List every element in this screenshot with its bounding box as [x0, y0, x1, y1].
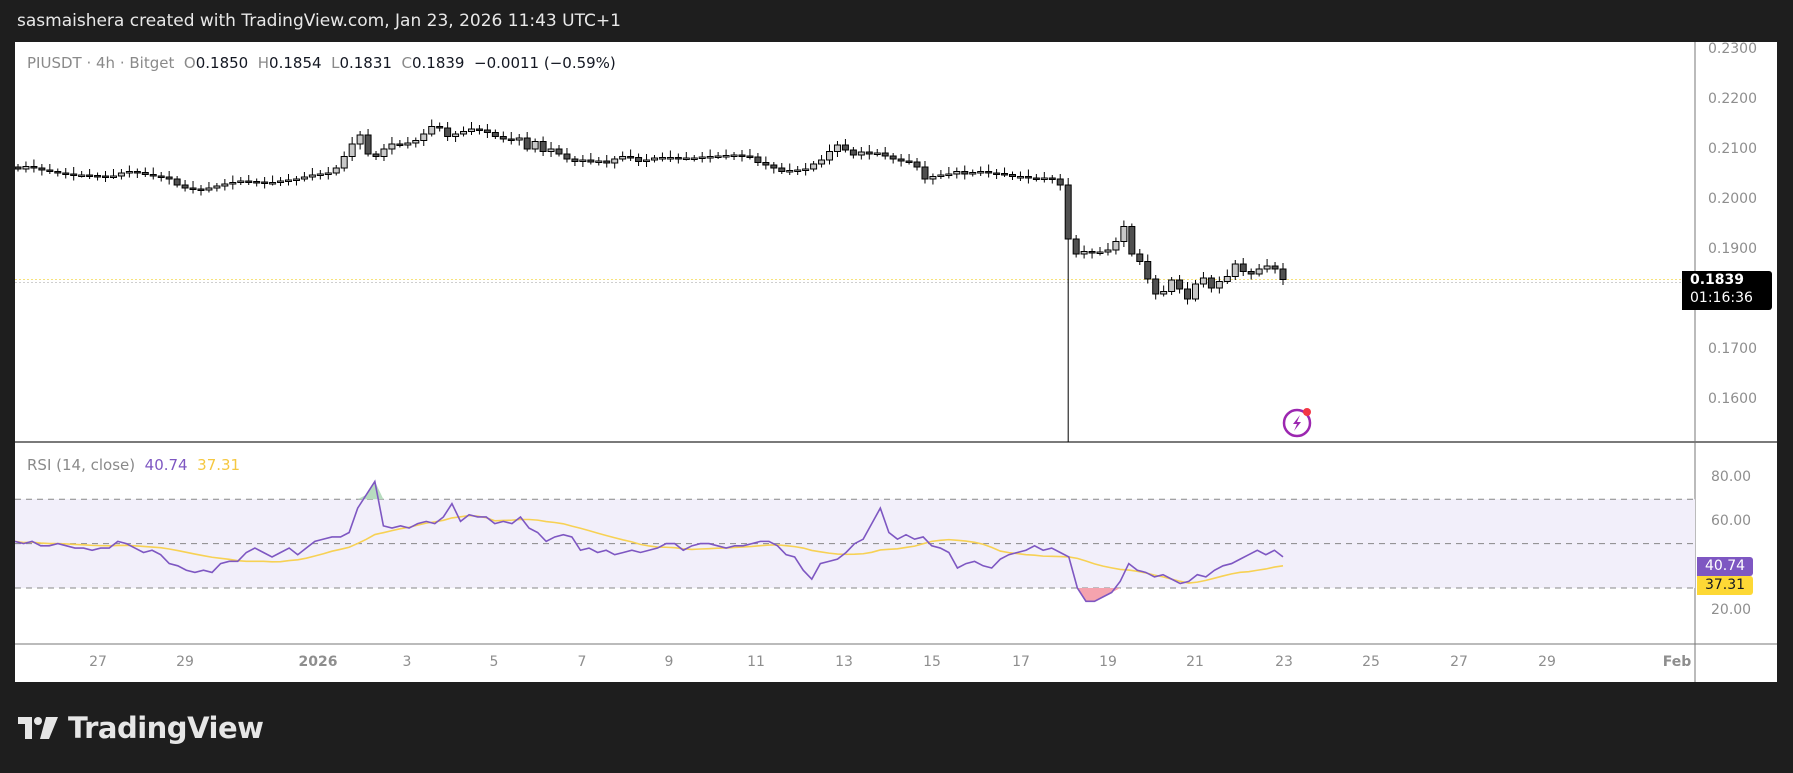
time-tick: 5	[489, 654, 499, 670]
price-tick: 0.2200	[1708, 91, 1757, 107]
rsi-ma-value: 37.31	[197, 456, 241, 474]
time-tick: 9	[664, 654, 674, 670]
time-tick: 27	[89, 654, 107, 670]
time-tick: 11	[747, 654, 765, 670]
ohlc-close: 0.1839	[411, 54, 465, 72]
price-tick: 0.2300	[1708, 41, 1757, 57]
rsi-label[interactable]: RSI (14, close)	[27, 456, 136, 474]
ohlc-high: 0.1854	[269, 54, 322, 72]
rsi-tick: 80.00	[1711, 469, 1752, 485]
ohlc-change: −0.0011 (−0.59%)	[474, 54, 616, 72]
time-tick: 13	[835, 654, 853, 670]
tradingview-logo[interactable]: TradingView	[18, 711, 264, 745]
time-tick: 27	[1450, 654, 1468, 670]
rsi-value: 40.74	[144, 456, 188, 474]
time-tick: 29	[176, 654, 194, 670]
time-tick: 7	[577, 654, 587, 670]
time-tick: 21	[1186, 654, 1204, 670]
time-tick: 23	[1275, 654, 1293, 670]
time-tick: 29	[1538, 654, 1556, 670]
price-tick: 0.2100	[1708, 141, 1757, 157]
bar-countdown: 01:16:36	[1690, 290, 1753, 306]
symbol-name[interactable]: PIUSDT	[27, 54, 82, 72]
rsi-legend: RSI (14, close) 40.74 37.31	[27, 456, 240, 474]
tradingview-wordmark: TradingView	[68, 711, 264, 745]
price-tick: 0.1700	[1708, 341, 1757, 357]
time-tick: 15	[923, 654, 941, 670]
rsi-tick: 60.00	[1711, 513, 1752, 530]
attribution-text: sasmaishera created with TradingView.com…	[17, 11, 621, 31]
rsi-tick: 20.00	[1711, 602, 1752, 619]
time-tick: 25	[1362, 654, 1380, 670]
price-tick: 0.1900	[1708, 241, 1757, 257]
last-price-value: 0.1839	[1690, 272, 1745, 288]
last-price-badge: 0.1839 01:16:36	[1682, 271, 1772, 310]
attribution-bar: sasmaishera created with TradingView.com…	[0, 0, 1793, 42]
time-tick: Feb	[1662, 654, 1692, 670]
time-tick: 19	[1099, 654, 1117, 670]
chart-frame[interactable]: PIUSDT · 4h · Bitget O0.1850 H0.1854 L0.…	[15, 41, 1777, 682]
tradingview-logo-icon	[18, 717, 58, 739]
rsi-value-badge: 40.74	[1697, 557, 1753, 576]
time-tick: 3	[402, 654, 412, 670]
time-tick: 2026	[298, 654, 338, 670]
lightning-alert-icon[interactable]	[1281, 405, 1315, 439]
price-tick: 0.2000	[1708, 191, 1757, 207]
symbol-exchange: Bitget	[129, 54, 175, 72]
ohlc-open: 0.1850	[195, 54, 249, 72]
ohlc-low: 0.1831	[339, 54, 392, 72]
price-tick: 0.1600	[1708, 391, 1757, 407]
rsi-ma-badge: 37.31	[1697, 576, 1753, 595]
time-tick: 17	[1012, 654, 1030, 670]
symbol-legend: PIUSDT · 4h · Bitget O0.1850 H0.1854 L0.…	[27, 54, 616, 72]
symbol-interval: 4h	[96, 54, 116, 72]
chart-canvas[interactable]	[15, 42, 1777, 682]
